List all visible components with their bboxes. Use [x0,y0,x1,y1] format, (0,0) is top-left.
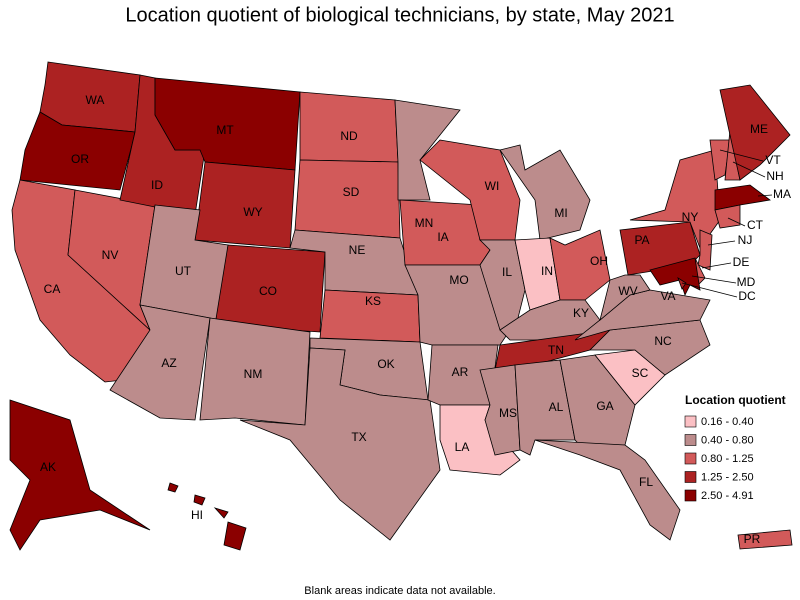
state [709,139,731,181]
leader-line [681,282,738,298]
state-label: OH [590,254,608,268]
states [9,61,793,551]
state-label: TN [548,343,564,357]
leader-line [732,161,766,178]
state-label: CO [259,284,277,298]
state [697,229,713,271]
state-label: MT [216,123,234,137]
legend-label: 2.50 - 4.91 [701,490,754,502]
state-label: NJ [738,233,753,247]
leader-line [701,262,732,269]
footnote: Blank areas indicate data not available. [304,585,495,597]
state [714,184,771,211]
state [299,91,399,163]
state-label: NE [349,243,366,257]
state [534,439,681,541]
state-label: AL [549,400,564,414]
legend-title: Location quotient [685,393,786,407]
state [629,149,721,249]
state-label: MD [737,275,756,289]
state-label: DE [733,255,750,269]
state-label: WI [485,179,500,193]
state-label: MA [773,187,791,201]
state [394,99,461,201]
leader-line [727,217,746,227]
leader-line [719,149,764,162]
state-label: ME [750,122,768,136]
state-label: PR [744,532,761,546]
legend-swatch [684,434,697,446]
legend-swatch [684,452,697,465]
state-label: MI [554,206,567,220]
state-label: UT [175,264,192,278]
state-label: SD [343,185,360,199]
state-label: MS [499,406,517,420]
state [499,299,601,341]
state-label: ND [340,129,358,143]
state [649,257,701,297]
legend-swatch [684,415,697,428]
state [154,77,301,171]
state [199,317,311,426]
state [677,277,687,290]
state [214,244,326,333]
state-label: IL [502,265,512,279]
legend-label: 0.80 - 1.25 [701,453,754,465]
state-label: MO [449,273,468,287]
state-label: KY [573,306,589,320]
state-label: CA [44,282,61,296]
state-label: HI [191,508,203,522]
state-label: VT [765,153,781,167]
legend-label: 1.25 - 2.50 [701,471,754,483]
state-label: VA [660,289,675,303]
state-label: GA [596,399,613,413]
state-label: OR [71,152,89,166]
state-label: SC [632,366,649,380]
state-label: NH [766,169,783,183]
legend-label: 0.40 - 0.80 [701,434,754,446]
state-label: NV [102,248,119,262]
state-label: AR [452,365,469,379]
legend-swatch [684,489,697,502]
state-label: IN [541,264,553,278]
state-label: TX [351,430,366,444]
legend-label: 0.16 - 0.40 [701,416,754,428]
state-label: DC [738,289,756,303]
state-label: LA [455,440,470,454]
state-label: CT [747,218,764,232]
state-label: NM [244,367,263,381]
state-label: WY [243,205,262,219]
state-label: WV [618,284,637,298]
leader-line [707,240,736,246]
leader-line [757,194,773,197]
state-label: NY [682,210,699,224]
legend: 0.16 - 0.40 0.40 - 0.80 0.80 - 1.25 1.25 - … [684,415,754,502]
state [719,84,791,181]
state-label: AK [40,460,56,474]
leader-line [691,275,737,284]
state-label: NC [654,334,672,348]
state-label: IA [437,230,448,244]
state-label: WA [86,93,105,107]
state [9,399,151,551]
state [19,111,136,191]
state-label: OK [377,357,394,371]
state [737,529,793,550]
legend-swatch [684,471,697,483]
state [714,204,741,229]
state-label: KS [365,294,381,308]
state-label: MN [415,216,434,230]
title: Location quotient of biological technici… [125,4,674,26]
state-label: FL [639,475,653,489]
state-label: ID [151,178,163,192]
state [167,482,247,551]
state [239,347,441,541]
state-label: AZ [161,356,176,370]
state-label: PA [634,233,649,247]
state [599,274,651,322]
